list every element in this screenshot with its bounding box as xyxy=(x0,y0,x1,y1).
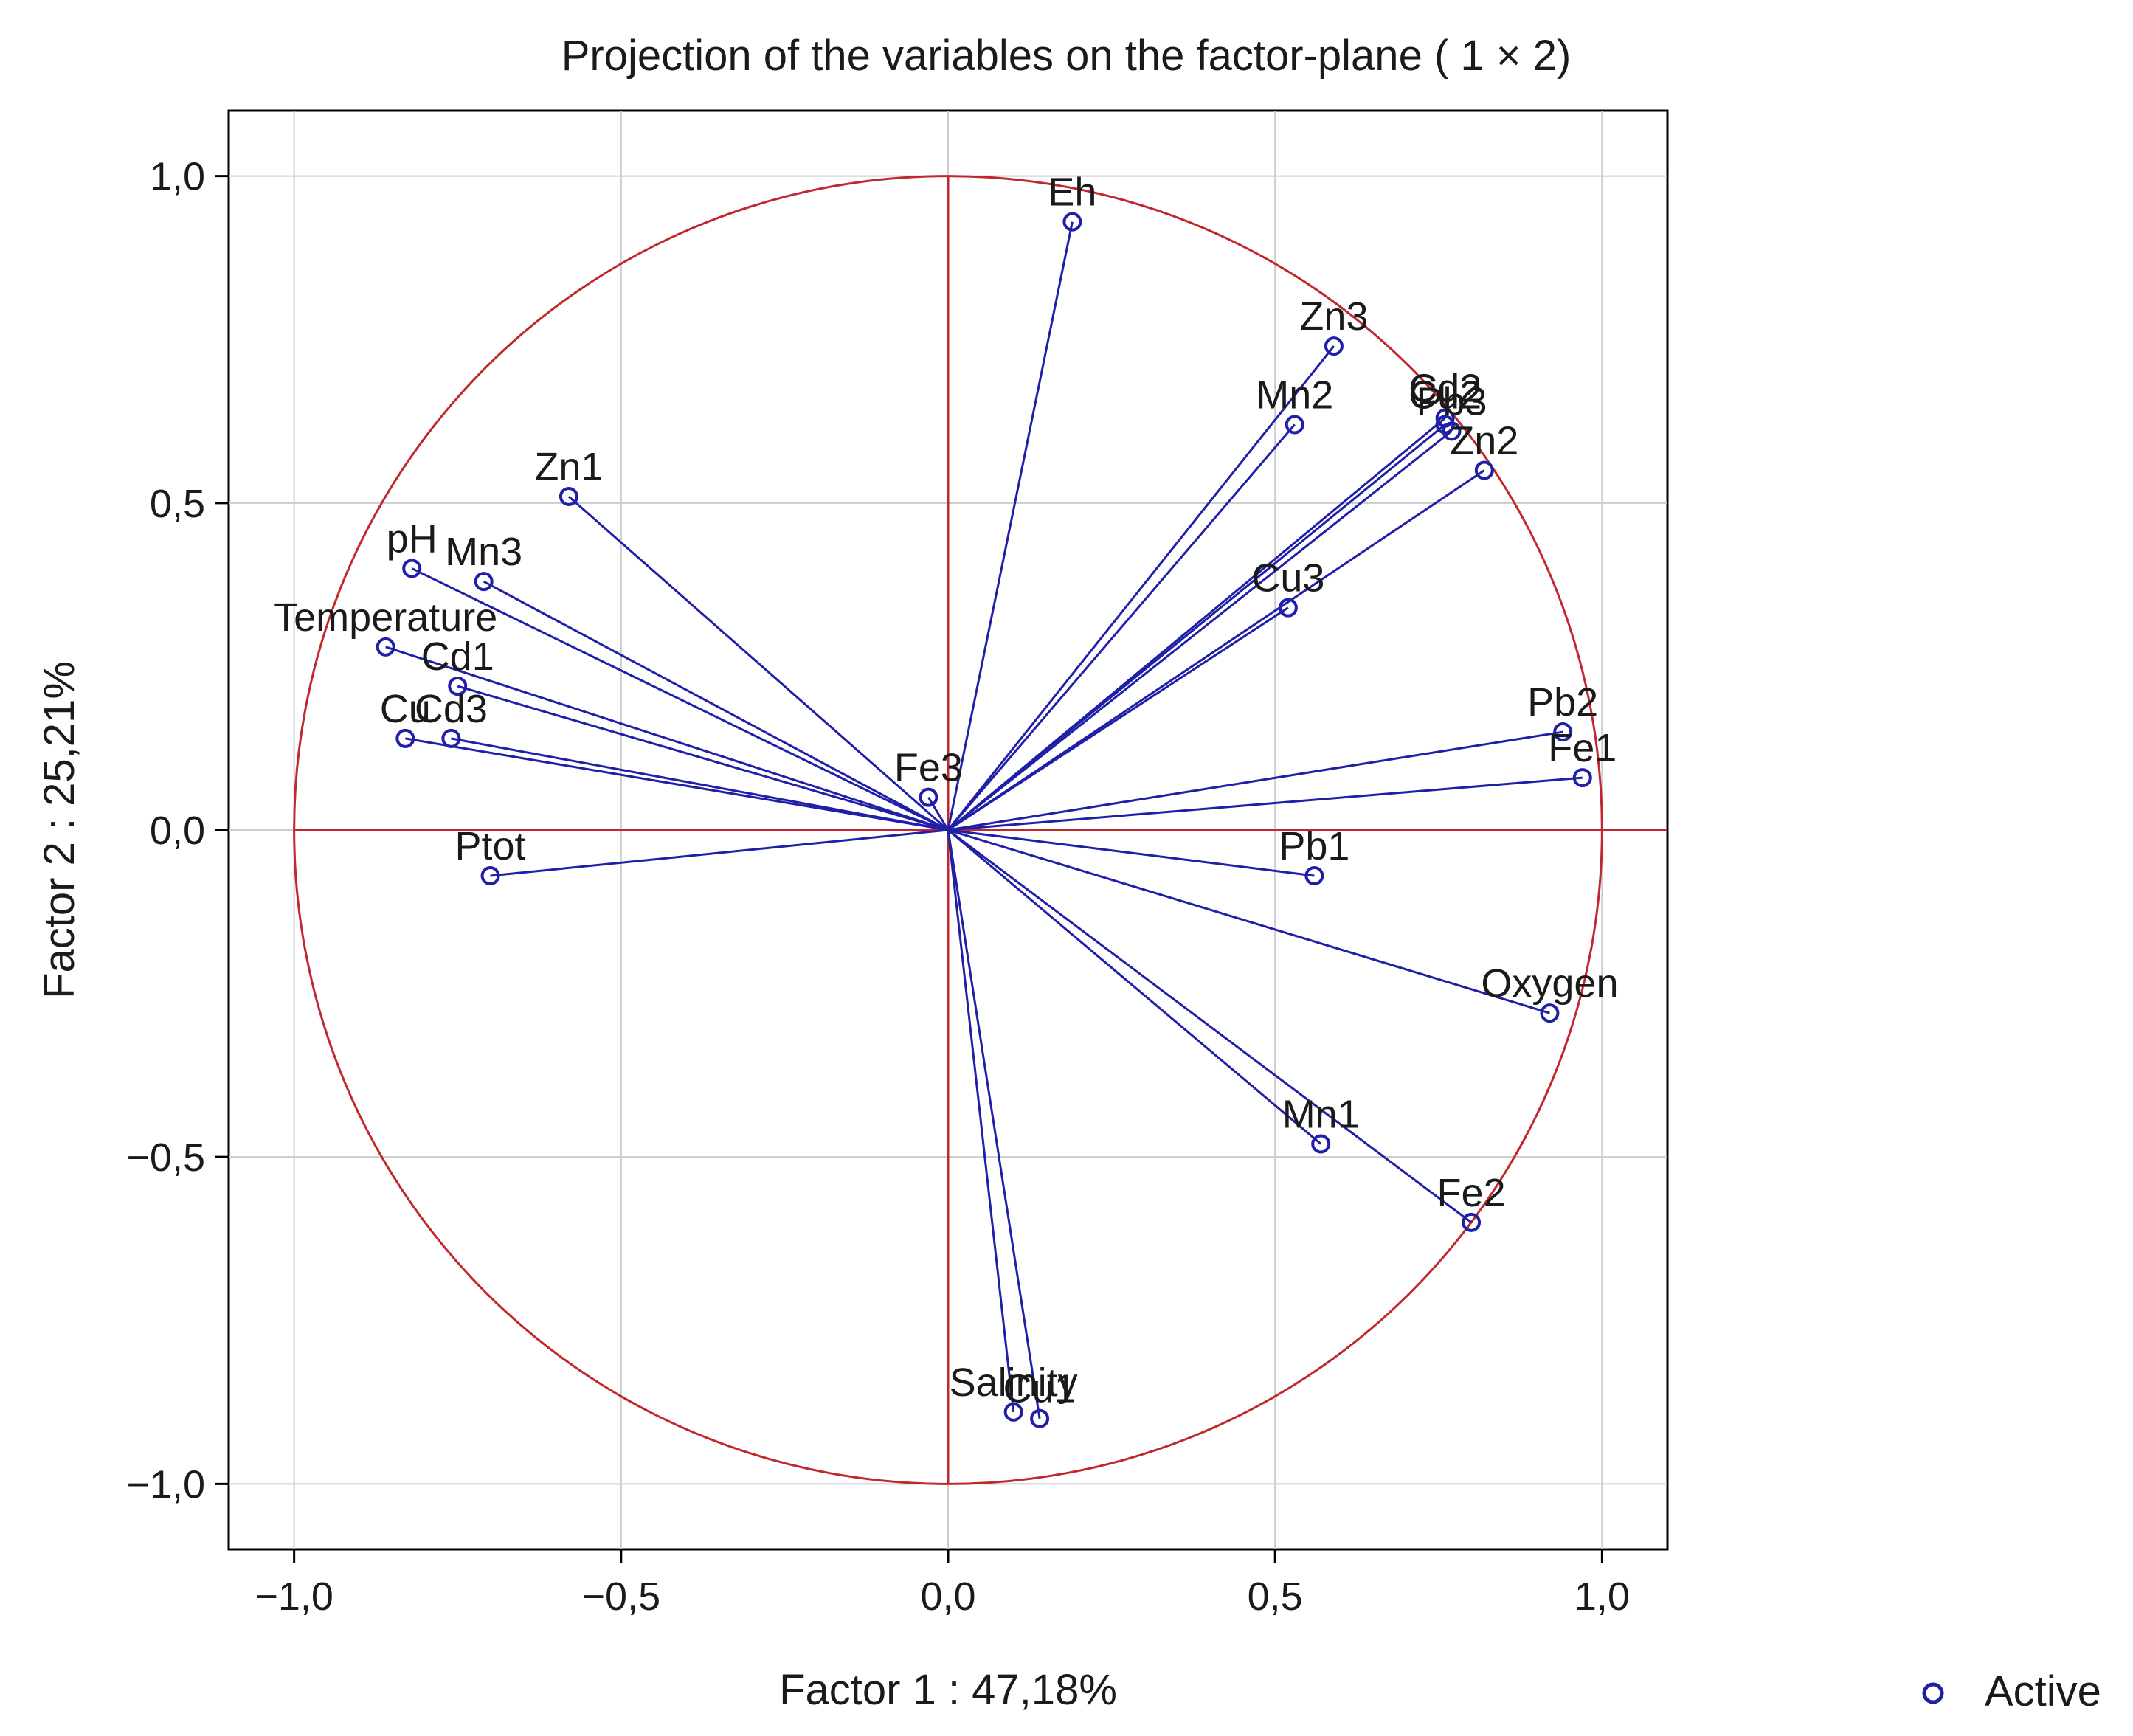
label-cu2: Cu2 xyxy=(1408,373,1482,417)
vector-cd1 xyxy=(457,685,949,831)
label-zn3: Zn3 xyxy=(1299,294,1368,339)
point-fe1 xyxy=(1572,768,1592,788)
label-cd1: Cd1 xyxy=(421,634,494,679)
y-tick-label: 0,0 xyxy=(150,809,205,853)
label-salinity: Salinity xyxy=(950,1360,1078,1405)
vector-oxygen xyxy=(947,829,1550,1014)
point-mn1 xyxy=(1311,1134,1331,1154)
x-tick-label: 1,0 xyxy=(1574,1574,1630,1619)
vector-cu1 xyxy=(947,829,1041,1419)
vector-cu xyxy=(405,737,949,831)
y-tick-label: 0,5 xyxy=(150,482,205,526)
label-mn1: Mn1 xyxy=(1282,1092,1360,1136)
vector-fe2 xyxy=(947,829,1472,1224)
label-pb2: Pb2 xyxy=(1527,680,1598,725)
label-mn3: Mn3 xyxy=(445,530,522,574)
y-tick-label: −1,0 xyxy=(126,1462,205,1507)
legend: Active xyxy=(1922,1667,2101,1715)
point-ph xyxy=(402,559,422,578)
vector-ph xyxy=(411,567,949,831)
vector-pb2 xyxy=(947,730,1563,831)
x-tick-label: −0,5 xyxy=(582,1574,661,1619)
x-tick-label: 0,5 xyxy=(1248,1574,1303,1619)
vector-pb1 xyxy=(947,829,1315,877)
label-mn2: Mn2 xyxy=(1256,373,1333,417)
point-mn2 xyxy=(1285,415,1304,435)
label-temperature: Temperature xyxy=(274,595,497,640)
label-cd2: Cd2 xyxy=(1408,367,1482,411)
vector-cd3 xyxy=(451,737,949,831)
label-eh: Eh xyxy=(1048,170,1096,215)
vector-pb3 xyxy=(947,430,1453,831)
label-cu: Cu xyxy=(380,687,431,731)
legend-marker xyxy=(1922,1682,1944,1704)
label-cu3: Cu3 xyxy=(1251,556,1324,601)
vector-mn1 xyxy=(947,829,1322,1145)
point-cu xyxy=(395,728,415,748)
y-tick-label: 1,0 xyxy=(150,155,205,199)
y-tick-label: −0,5 xyxy=(126,1135,205,1180)
vector-mn2 xyxy=(947,423,1296,831)
point-pb1 xyxy=(1304,866,1324,886)
y-axis-title: Factor 2 : 25,21% xyxy=(35,661,83,999)
vector-zn1 xyxy=(567,495,949,831)
point-cd3 xyxy=(441,728,461,748)
label-zn2: Zn2 xyxy=(1450,419,1518,463)
point-cu1 xyxy=(1030,1408,1050,1428)
x-tick-label: −1,0 xyxy=(255,1574,333,1619)
vector-mn3 xyxy=(483,580,949,831)
point-fe3 xyxy=(919,787,938,807)
point-zn3 xyxy=(1324,336,1344,356)
variable-vectors xyxy=(376,212,1592,1428)
vector-zn3 xyxy=(947,345,1335,831)
vector-eh xyxy=(947,221,1074,831)
point-salinity xyxy=(1003,1402,1023,1422)
point-fe2 xyxy=(1462,1212,1482,1232)
label-fe1: Fe1 xyxy=(1548,726,1617,770)
point-eh xyxy=(1062,212,1082,232)
vector-salinity xyxy=(947,829,1015,1413)
point-cd1 xyxy=(448,677,468,696)
point-cu3 xyxy=(1278,598,1298,618)
point-temperature xyxy=(376,637,395,657)
point-zn2 xyxy=(1474,460,1494,480)
point-oxygen xyxy=(1540,1003,1560,1023)
legend-label: Active xyxy=(1985,1667,2101,1715)
tick-layer: −1,0 −0,5 0,0 0,5 1,0 1,0 0,5 0,0 −0,5 −1,0 xyxy=(126,155,1630,1619)
vector-cu3 xyxy=(947,606,1289,831)
vector-fe1 xyxy=(947,776,1583,831)
x-axis-title: Factor 1 : 47,18% xyxy=(779,1666,1117,1714)
point-zn1 xyxy=(559,486,578,506)
label-cu1: Cu1 xyxy=(1003,1367,1076,1411)
vector-ptot xyxy=(490,829,949,877)
point-pb2 xyxy=(1553,722,1573,742)
label-ptot: Ptot xyxy=(455,824,526,868)
label-fe2: Fe2 xyxy=(1437,1171,1506,1215)
vector-fe3 xyxy=(927,796,950,831)
point-mn3 xyxy=(474,572,494,592)
point-pb3 xyxy=(1442,421,1462,441)
label-pb3: Pb3 xyxy=(1416,379,1487,423)
label-pb1: Pb1 xyxy=(1279,824,1349,868)
chart-title: Projection of the variables on the facto… xyxy=(561,32,1572,80)
label-ph: pH xyxy=(387,516,438,561)
vector-temperature xyxy=(385,646,949,831)
label-zn1: Zn1 xyxy=(534,445,603,489)
vector-zn2 xyxy=(947,469,1485,831)
label-cd3: Cd3 xyxy=(415,687,488,731)
label-oxygen: Oxygen xyxy=(1481,961,1618,1006)
x-tick-label: 0,0 xyxy=(920,1574,975,1619)
vector-cu2 xyxy=(947,423,1446,831)
label-fe3: Fe3 xyxy=(894,746,963,790)
point-ptot xyxy=(480,866,500,886)
